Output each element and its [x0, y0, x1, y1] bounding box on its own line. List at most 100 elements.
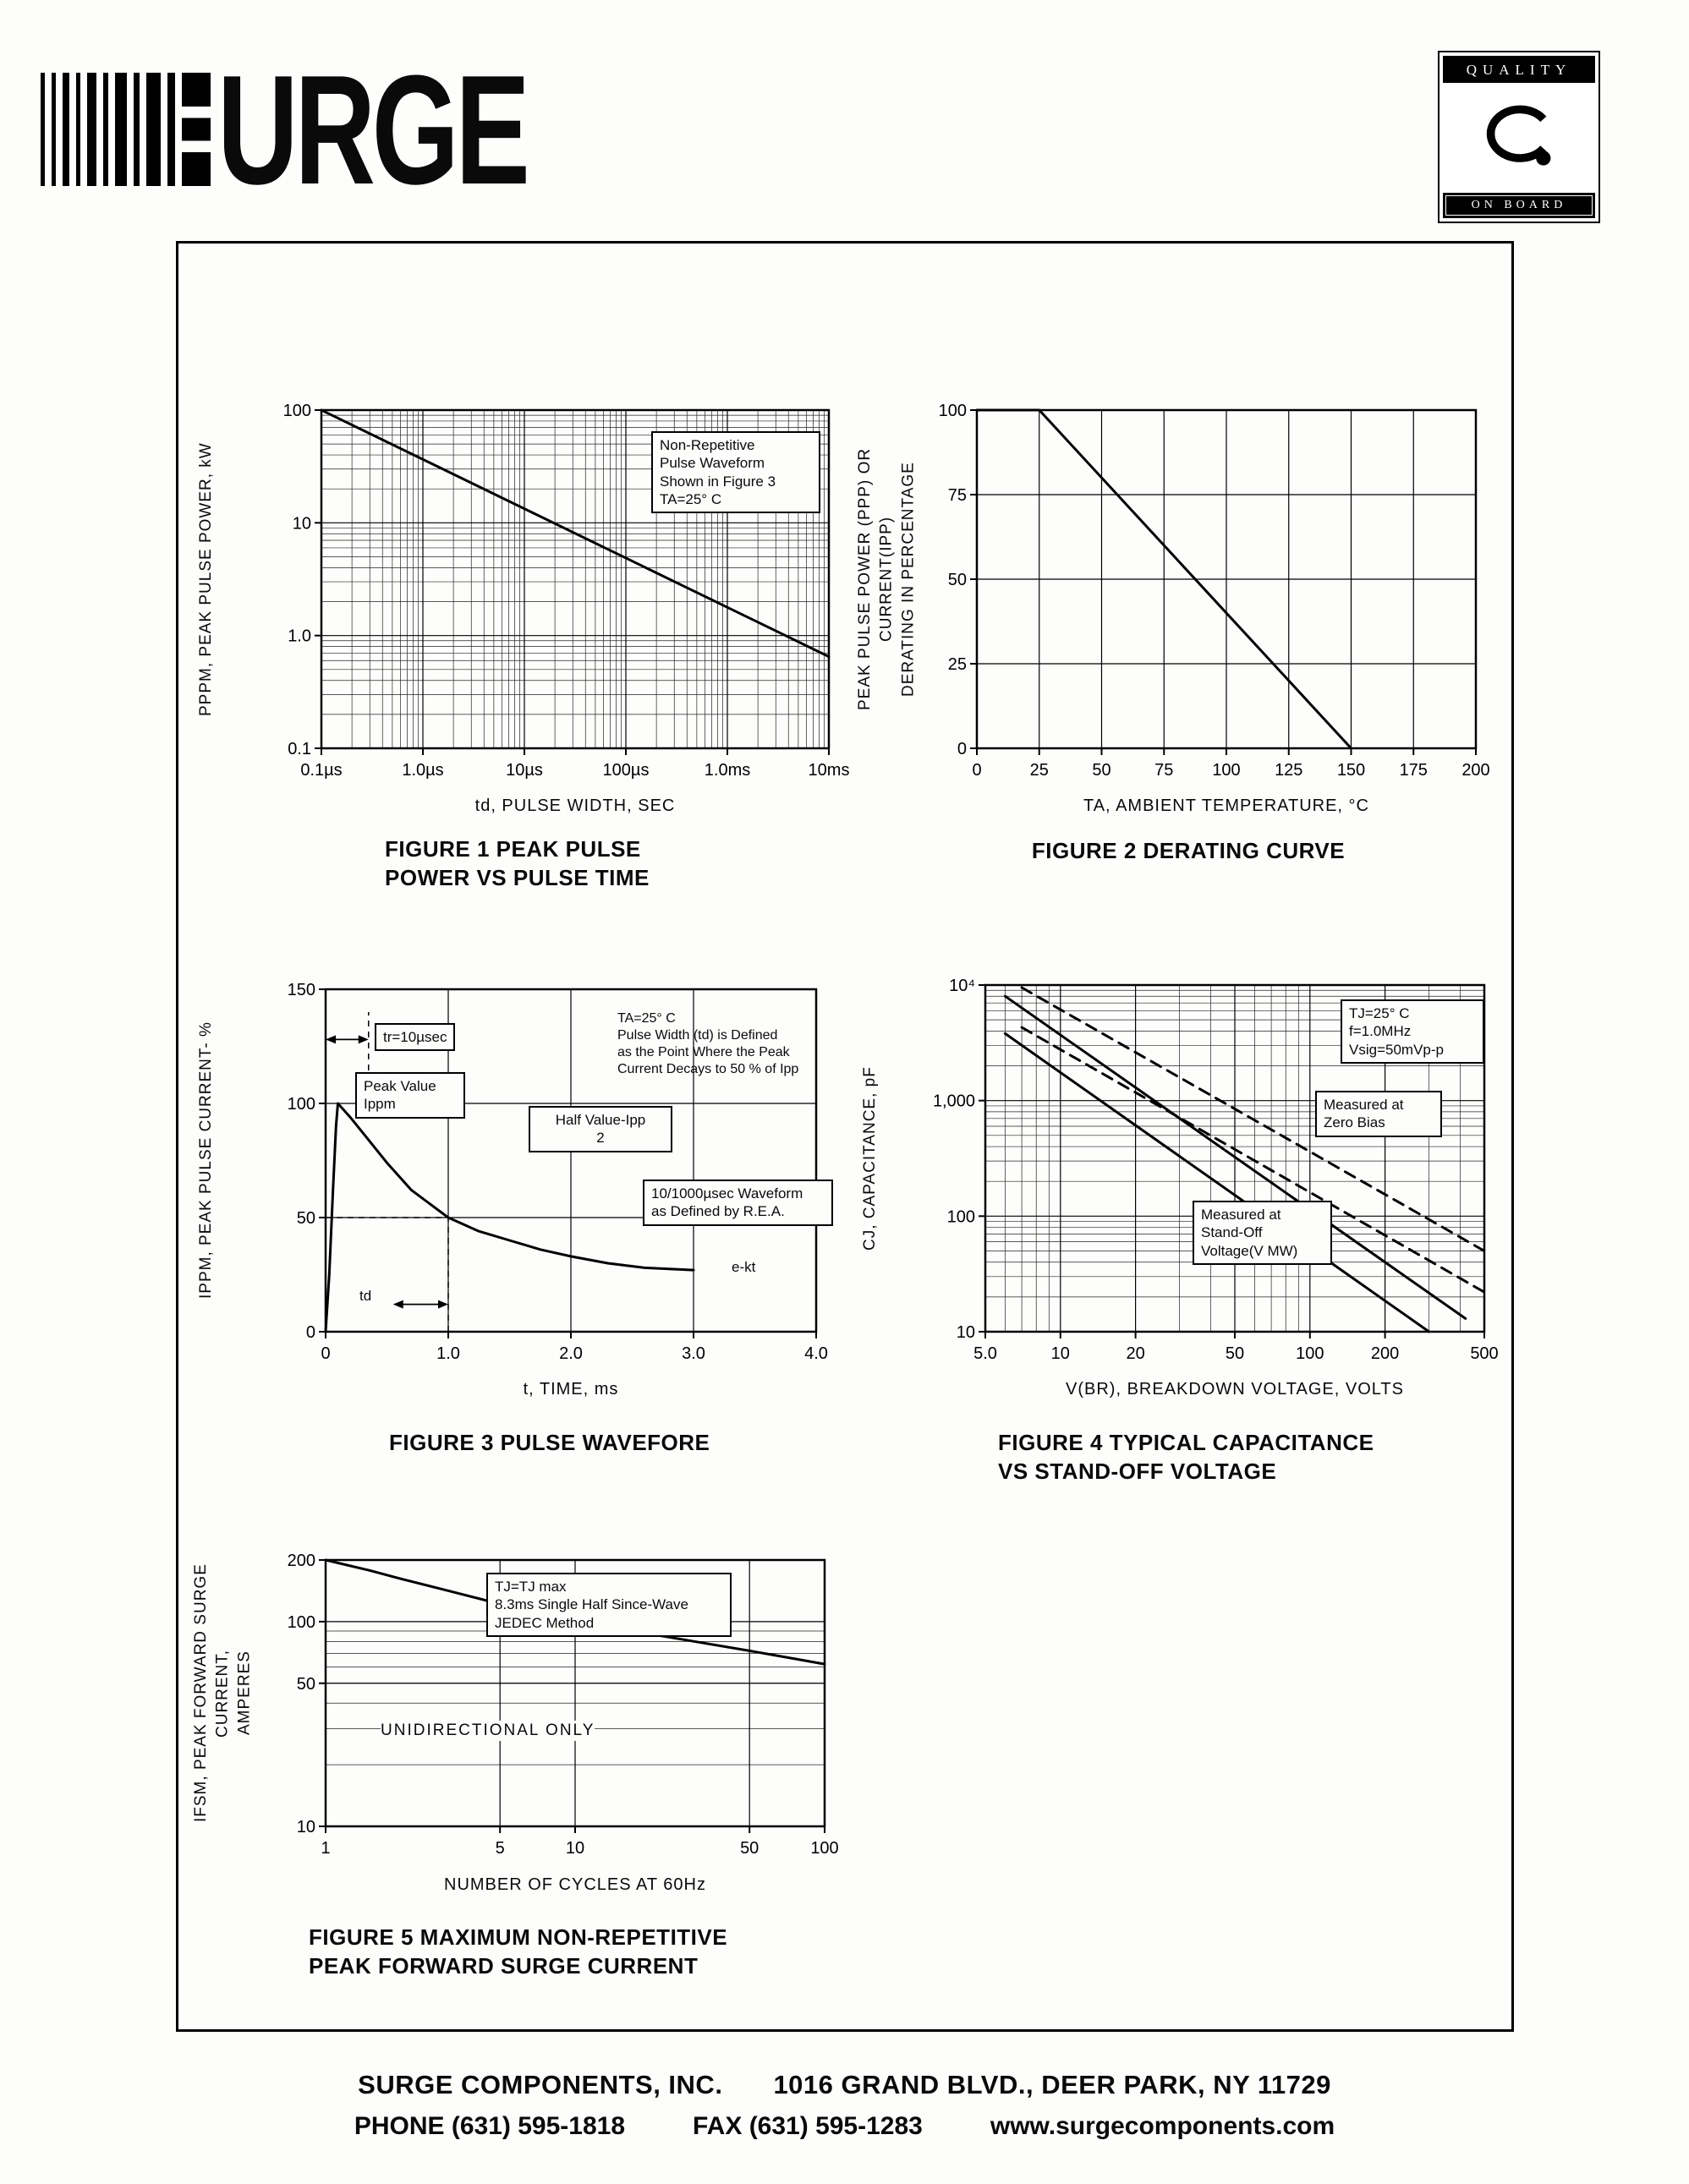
figure3-waveform-standard-note: 10/1000µsec Waveform as Defined by R.E.A…: [643, 1180, 833, 1226]
svg-text:100: 100: [1296, 1344, 1324, 1363]
figure2-caption: FIGURE 2 DERATING CURVE: [1031, 838, 1346, 863]
figure1-x-axis-label: td, PULSE WIDTH, SEC: [474, 796, 676, 815]
quality-badge-subtitle: ON BOARD: [1445, 195, 1593, 216]
figure4-caption: FIGURE 4 TYPICAL CAPACITANCE VS STAND-OF…: [998, 1430, 1374, 1484]
figure1-y-axis-label: PPPM, PEAK PULSE POWER, kW: [197, 442, 215, 716]
figure2-x-axis-label: TA, AMBIENT TEMPERATURE, °C: [1083, 796, 1369, 815]
svg-text:200: 200: [1461, 761, 1489, 780]
svg-text:1.0ms: 1.0ms: [705, 761, 750, 780]
svg-text:50: 50: [1226, 1344, 1244, 1363]
figure-2-derating-curve: PEAK PULSE POWER (PPP) OR CURRENT(IPP) D…: [854, 397, 1522, 939]
logo-bar: [103, 73, 108, 186]
svg-text:0: 0: [306, 1323, 315, 1342]
svg-text:200: 200: [1371, 1344, 1399, 1363]
svg-text:2.0: 2.0: [559, 1344, 583, 1363]
footer-phone: PHONE (631) 595-1818: [354, 2112, 626, 2140]
logo-bar-striped-s: [182, 73, 211, 186]
svg-text:100: 100: [947, 1207, 975, 1226]
svg-text:25: 25: [1030, 761, 1049, 780]
svg-text:0.1µs: 0.1µs: [300, 761, 342, 780]
svg-text:100: 100: [283, 402, 311, 420]
svg-text:10: 10: [293, 514, 311, 533]
figure-1-peak-pulse-power: PPPM, PEAK PULSE POWER, kW 0.1µs 1.0µs 10µ…: [190, 397, 858, 939]
footer-address-line: SURGE COMPONENTS, INC. 1016 GRAND BLVD.,…: [0, 2070, 1689, 2100]
figure3-decay-label: e-kt: [732, 1258, 756, 1277]
svg-text:100: 100: [810, 1839, 838, 1858]
figure-3-pulse-waveform: IPPM, PEAK PULSE CURRENT- % 0 1.0 2.0 3.0 4.…: [190, 972, 858, 1530]
svg-text:5.0: 5.0: [973, 1344, 997, 1363]
figure5-unidirectional-label: UNIDIRECTIONAL ONLY: [381, 1721, 595, 1741]
quality-on-board-badge: QUALITY ON BOARD: [1438, 51, 1600, 223]
figure5-y-axis-label: IFSM, PEAK FORWARD SURGE CURRENT, AMPERE…: [192, 1563, 254, 1823]
svg-text:100: 100: [288, 1095, 315, 1114]
svg-text:100: 100: [939, 402, 967, 420]
svg-text:0: 0: [321, 1344, 330, 1363]
figure3-caption: FIGURE 3 PULSE WAVEFORE: [389, 1430, 710, 1455]
figure5-caption: FIGURE 5 MAXIMUM NON-REPETITIVE PEAK FOR…: [309, 1924, 728, 1979]
svg-text:50: 50: [297, 1675, 315, 1694]
svg-text:3.0: 3.0: [682, 1344, 705, 1363]
figure3-y-axis-label: IPPM, PEAK PULSE CURRENT- %: [197, 1021, 215, 1300]
footer-fax: FAX (631) 595-1283: [693, 2112, 923, 2140]
logo-bar: [76, 73, 80, 186]
figure4-y-axis-label: CJ, CAPACITANCE, pF: [861, 1066, 879, 1251]
logo-bar: [63, 73, 69, 186]
figure-4-capacitance-vs-voltage: CJ, CAPACITANCE, pF 5.0 10 20 50 100 200 500 10…: [854, 972, 1522, 1530]
svg-text:500: 500: [1470, 1344, 1498, 1363]
figure5-x-axis-label: NUMBER OF CYCLES AT 60Hz: [444, 1875, 706, 1894]
footer-address: 1016 GRAND BLVD., DEER PARK, NY 11729: [773, 2070, 1331, 2099]
svg-text:50: 50: [948, 571, 967, 589]
svg-text:1.0: 1.0: [436, 1344, 460, 1363]
figure1-conditions-note: Non-Repetitive Pulse Waveform Shown in F…: [651, 431, 820, 513]
svg-text:25: 25: [948, 655, 967, 674]
svg-text:10: 10: [1051, 1344, 1070, 1363]
figure2-chart: 0 25 50 75 100 125 150 175 200 0 25 50 75 100: [939, 402, 1490, 780]
figure5-chart: 1 5 10 50 100 10 50 100 200: [288, 1552, 839, 1858]
logo-bar: [134, 73, 140, 186]
logo-bar: [167, 73, 175, 186]
svg-text:0: 0: [972, 761, 981, 780]
svg-text:10µs: 10µs: [506, 761, 543, 780]
figure4-conditions-note: TJ=25° C f=1.0MHz Vsig=50mVp-p: [1341, 999, 1484, 1064]
svg-text:1.0: 1.0: [288, 627, 311, 646]
svg-text:100µs: 100µs: [603, 761, 650, 780]
svg-text:175: 175: [1400, 761, 1428, 780]
q-mark-icon: [1486, 105, 1551, 166]
svg-text:5: 5: [496, 1839, 505, 1858]
figure3-peak-value-note: Peak Value Ippm: [355, 1072, 465, 1119]
svg-text:1: 1: [321, 1839, 330, 1858]
svg-text:50: 50: [740, 1839, 759, 1858]
figure5-conditions-note: TJ=TJ max 8.3ms Single Half Since-Wave J…: [486, 1573, 732, 1637]
svg-text:150: 150: [1337, 761, 1365, 780]
surge-logo: URGE: [41, 42, 647, 216]
svg-text:20: 20: [1126, 1344, 1144, 1363]
svg-text:75: 75: [1154, 761, 1173, 780]
svg-text:10⁴: 10⁴: [949, 977, 975, 995]
svg-text:10: 10: [957, 1323, 975, 1342]
svg-text:75: 75: [948, 486, 967, 505]
footer-website[interactable]: www.surgecomponents.com: [990, 2112, 1335, 2140]
figure1-caption: FIGURE 1 PEAK PULSE POWER VS PULSE TIME: [385, 836, 650, 890]
svg-text:4.0: 4.0: [804, 1344, 828, 1363]
figure3-x-axis-label: t, TIME, ms: [523, 1380, 619, 1399]
svg-text:10ms: 10ms: [809, 761, 850, 780]
figures-frame: [176, 241, 1514, 2032]
figure-5-surge-current: IFSM, PEAK FORWARD SURGE CURRENT, AMPERE…: [190, 1547, 858, 2021]
figure4-chart: 5.0 10 20 50 100 200 500 10 100 1,000 10⁴: [933, 977, 1499, 1363]
svg-text:125: 125: [1275, 761, 1302, 780]
svg-text:50: 50: [1092, 761, 1110, 780]
svg-text:1.0µs: 1.0µs: [402, 761, 443, 780]
svg-text:50: 50: [297, 1209, 315, 1228]
svg-text:10: 10: [566, 1839, 584, 1858]
logo-bar: [87, 73, 96, 186]
figure3-pulse-width-definition: TA=25° C Pulse Width (td) is Defined as …: [617, 1011, 799, 1076]
surge-logo-text: URGE: [217, 42, 530, 216]
svg-text:0.1: 0.1: [288, 740, 311, 758]
figure4-standoff-note: Measured at Stand-Off Voltage(V MW): [1193, 1201, 1332, 1265]
svg-text:0: 0: [957, 740, 967, 758]
svg-text:150: 150: [288, 981, 315, 999]
logo-bar: [146, 73, 161, 186]
quality-badge-subtitle-box: ON BOARD: [1443, 193, 1595, 218]
svg-text:200: 200: [288, 1552, 315, 1570]
figure3-td-label: td: [359, 1287, 372, 1305]
